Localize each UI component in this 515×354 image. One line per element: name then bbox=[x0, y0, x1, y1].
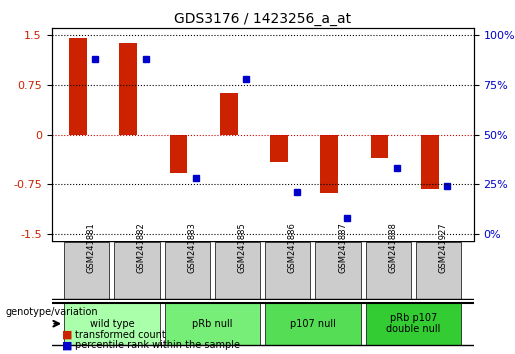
FancyBboxPatch shape bbox=[315, 242, 360, 299]
Text: transformed count: transformed count bbox=[75, 330, 165, 339]
Text: GSM241881: GSM241881 bbox=[87, 223, 96, 273]
FancyBboxPatch shape bbox=[366, 303, 461, 344]
Text: ■: ■ bbox=[62, 330, 72, 339]
Text: pRb null: pRb null bbox=[192, 319, 233, 329]
Text: wild type: wild type bbox=[90, 319, 134, 329]
FancyBboxPatch shape bbox=[416, 242, 461, 299]
Text: GSM241888: GSM241888 bbox=[388, 222, 398, 273]
Text: GSM241882: GSM241882 bbox=[137, 223, 146, 273]
Bar bbox=[220, 93, 237, 135]
FancyBboxPatch shape bbox=[366, 242, 411, 299]
FancyBboxPatch shape bbox=[114, 242, 160, 299]
FancyBboxPatch shape bbox=[64, 303, 160, 344]
Text: GSM241885: GSM241885 bbox=[237, 223, 247, 273]
Bar bbox=[371, 135, 388, 158]
Bar bbox=[169, 135, 187, 173]
Bar bbox=[69, 38, 87, 135]
FancyBboxPatch shape bbox=[215, 242, 260, 299]
FancyBboxPatch shape bbox=[165, 303, 260, 344]
Title: GDS3176 / 1423256_a_at: GDS3176 / 1423256_a_at bbox=[174, 12, 351, 26]
Text: GSM241927: GSM241927 bbox=[439, 223, 448, 273]
Text: GSM241883: GSM241883 bbox=[187, 222, 196, 273]
FancyBboxPatch shape bbox=[64, 242, 109, 299]
Bar bbox=[320, 135, 338, 193]
Bar bbox=[119, 43, 137, 135]
Bar bbox=[270, 135, 288, 162]
Bar bbox=[421, 135, 439, 189]
FancyBboxPatch shape bbox=[265, 242, 311, 299]
FancyBboxPatch shape bbox=[265, 303, 360, 344]
Text: ■: ■ bbox=[62, 340, 72, 350]
Text: percentile rank within the sample: percentile rank within the sample bbox=[75, 340, 239, 350]
Text: GSM241887: GSM241887 bbox=[338, 222, 347, 273]
FancyBboxPatch shape bbox=[165, 242, 210, 299]
Text: genotype/variation: genotype/variation bbox=[5, 307, 98, 316]
Text: GSM241886: GSM241886 bbox=[288, 222, 297, 273]
Text: p107 null: p107 null bbox=[290, 319, 336, 329]
Text: pRb p107
double null: pRb p107 double null bbox=[386, 313, 441, 335]
